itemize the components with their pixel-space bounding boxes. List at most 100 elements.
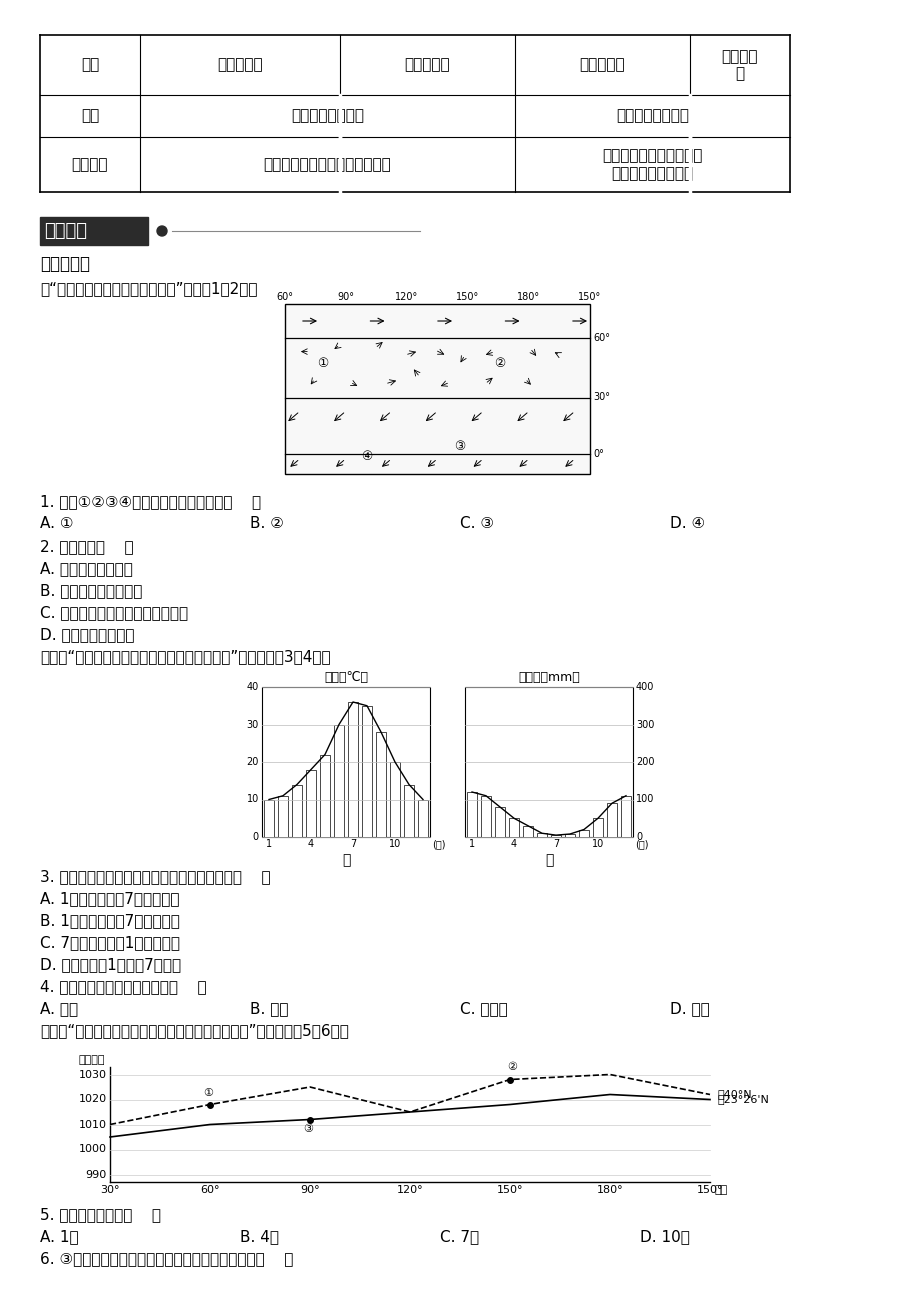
Text: 炎热、湿
润: 炎热、湿 润 [721, 48, 757, 81]
Text: 1000: 1000 [79, 1144, 107, 1155]
Bar [508, 818, 518, 837]
Text: A. 东北平原小麦收获: A. 东北平原小麦收获 [40, 561, 132, 575]
Bar [262, 687, 429, 837]
Text: ①: ① [317, 357, 328, 370]
Text: D. 终年温和，1月多雨7月少雨: D. 终年温和，1月多雨7月少雨 [40, 957, 181, 973]
Text: 我国东部、日本和朝鲜半岛等地: 我国东部、日本和朝鲜半岛等地 [264, 158, 391, 172]
Text: 0°: 0° [593, 449, 603, 458]
Text: 0: 0 [635, 832, 641, 842]
Text: 180°: 180° [596, 1185, 623, 1195]
Text: 10: 10 [246, 794, 259, 805]
Text: ③: ③ [302, 1125, 312, 1134]
Text: C. 是南极地区臭氧空洞最大的季节: C. 是南极地区臭氧空洞最大的季节 [40, 605, 187, 620]
Text: 夏季风强于冬季风: 夏季风强于冬季风 [616, 108, 688, 124]
Text: C. ③: C. ③ [460, 516, 494, 531]
Bar [607, 803, 617, 837]
Text: 150°: 150° [456, 292, 479, 302]
Text: 30°: 30° [100, 1185, 119, 1195]
Text: ①: ① [203, 1087, 213, 1098]
Text: 300: 300 [635, 720, 653, 729]
Text: 180°: 180° [516, 292, 540, 302]
Text: A. 1月: A. 1月 [40, 1229, 78, 1243]
Bar [578, 829, 588, 837]
Text: 30: 30 [246, 720, 259, 729]
Text: 4: 4 [510, 838, 516, 849]
Text: C. 夏季风: C. 夏季风 [460, 1001, 507, 1016]
Text: 90°: 90° [300, 1185, 320, 1195]
Text: 1020: 1020 [79, 1095, 107, 1104]
Text: 150°: 150° [496, 1185, 523, 1195]
Text: C. 7月温和多雨，1月凉爽少雨: C. 7月温和多雨，1月凉爽少雨 [40, 935, 180, 950]
Text: 沿23°26'N: 沿23°26'N [717, 1095, 769, 1104]
Bar [403, 785, 414, 837]
Text: B. 1月炎热少雨，7月温和湿润: B. 1月炎热少雨，7月温和湿润 [40, 913, 180, 928]
Text: ②: ② [506, 1062, 516, 1073]
Text: 下图是“世界某著名山脉东西两侧的气候资料图”。读图回答3～4题。: 下图是“世界某著名山脉东西两侧的气候资料图”。读图回答3～4题。 [40, 648, 330, 664]
Text: 4. 甲地降水的水汽来源主要是（    ）: 4. 甲地降水的水汽来源主要是（ ） [40, 979, 207, 993]
Text: 读“世界某区域某月盛行风示意图”，回答1～2题。: 读“世界某区域某月盛行风示意图”，回答1～2题。 [40, 281, 257, 296]
Bar [347, 702, 357, 837]
Text: 1: 1 [266, 838, 272, 849]
Bar [564, 835, 574, 837]
Text: B. ②: B. ② [250, 516, 284, 531]
Circle shape [157, 227, 167, 236]
Text: 2. 图示月份（    ）: 2. 图示月份（ ） [40, 539, 133, 553]
Text: 1030: 1030 [79, 1069, 107, 1079]
Text: B. 西风: B. 西风 [250, 1001, 289, 1016]
Text: 寒冷、干燥: 寒冷、干燥 [217, 57, 263, 73]
Text: 60°: 60° [200, 1185, 220, 1195]
Text: 120°: 120° [395, 292, 418, 302]
Bar [417, 799, 427, 837]
Text: 40: 40 [246, 682, 259, 691]
Text: 沿40°N: 沿40°N [717, 1090, 752, 1099]
Bar [464, 687, 632, 837]
Bar [467, 792, 476, 837]
Bar [593, 818, 602, 837]
Text: 1010: 1010 [79, 1120, 107, 1130]
Bar [550, 835, 561, 837]
Bar [376, 732, 385, 837]
Text: (月): (月) [432, 838, 445, 849]
Text: A. ①: A. ① [40, 516, 74, 531]
Text: C. 7月: C. 7月 [439, 1229, 479, 1243]
Text: 400: 400 [635, 682, 653, 691]
Bar [306, 769, 315, 837]
Text: 200: 200 [635, 756, 653, 767]
Text: 60°: 60° [593, 333, 609, 342]
Text: 1: 1 [469, 838, 474, 849]
Text: A. 1月温和多雨，7月炎热干燥: A. 1月温和多雨，7月炎热干燥 [40, 891, 179, 906]
Text: 990: 990 [85, 1169, 107, 1180]
Text: 温暖、干燥: 温暖、干燥 [579, 57, 625, 73]
Text: 10: 10 [591, 838, 604, 849]
Text: 冬季风强于夏季风: 冬季风强于夏季风 [290, 108, 364, 124]
Text: 4: 4 [308, 838, 313, 849]
Text: (月): (月) [634, 838, 648, 849]
Text: 经度: 经度 [714, 1185, 728, 1195]
Bar [320, 754, 330, 837]
Bar [334, 724, 344, 837]
Bar [620, 796, 630, 837]
Text: 100: 100 [635, 794, 653, 805]
Text: 120°: 120° [396, 1185, 423, 1195]
Text: 下图是“某月份海平面平均气压沿两条纬线的变化图”，分析回答5～6题。: 下图是“某月份海平面平均气压沿两条纬线的变化图”，分析回答5～6题。 [40, 1023, 348, 1038]
Bar [291, 785, 301, 837]
Text: 90°: 90° [337, 292, 354, 302]
Text: ③: ③ [454, 440, 465, 453]
Bar [264, 799, 274, 837]
Text: 5. 该月份最可能是（    ）: 5. 该月份最可能是（ ） [40, 1207, 161, 1223]
Text: 炎热、湿润: 炎热、湿润 [404, 57, 449, 73]
Text: 乙: 乙 [544, 853, 552, 867]
Text: 综合提升: 综合提升 [44, 223, 87, 240]
Text: 气温（℃）: 气温（℃） [323, 671, 368, 684]
Bar [278, 796, 288, 837]
Bar [285, 303, 589, 474]
Text: 150°: 150° [696, 1185, 722, 1195]
Text: 10: 10 [389, 838, 401, 849]
Text: 分布地区: 分布地区 [72, 158, 108, 172]
Bar [481, 796, 491, 837]
Text: ②: ② [494, 357, 505, 370]
Text: D. 台风: D. 台风 [669, 1001, 709, 1016]
Text: 一、选择题: 一、选择题 [40, 255, 90, 273]
Bar [362, 706, 371, 837]
Text: ④: ④ [361, 450, 372, 464]
